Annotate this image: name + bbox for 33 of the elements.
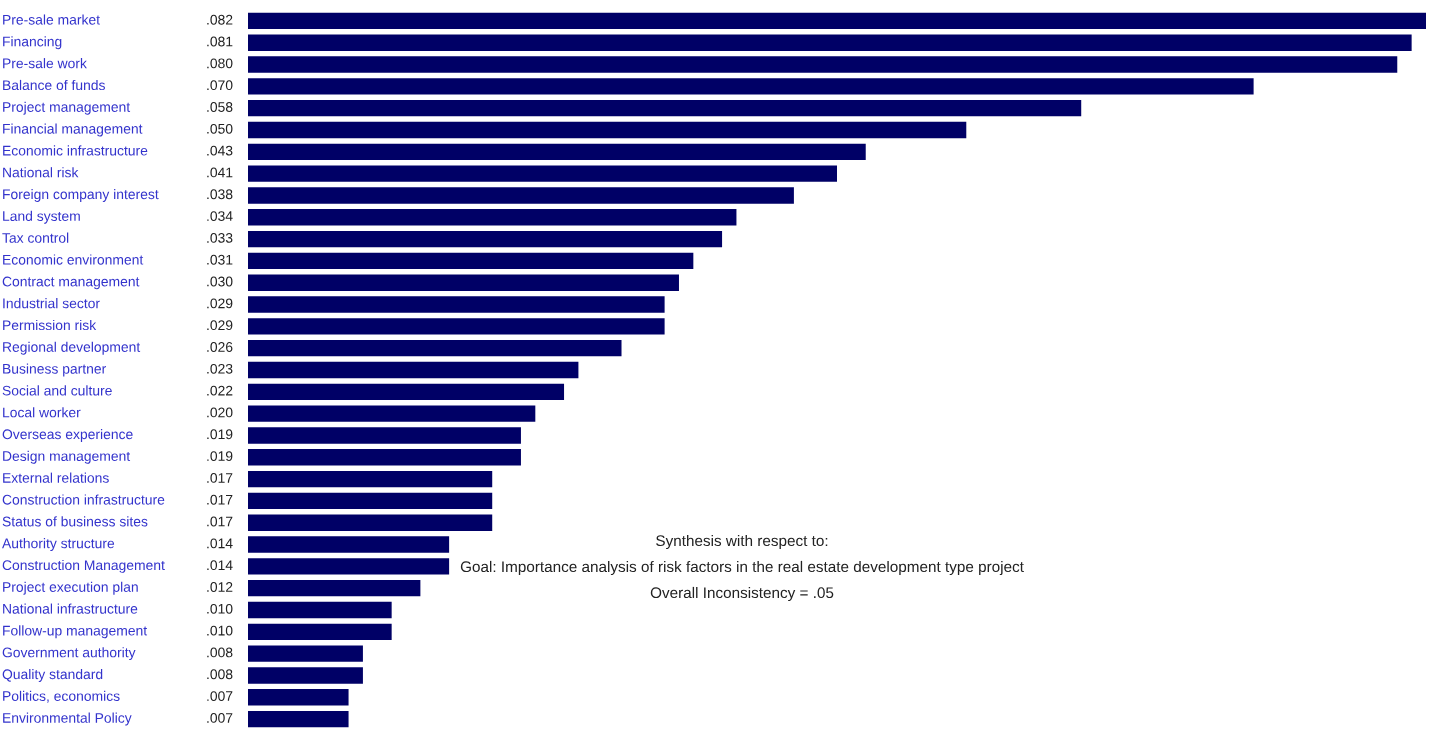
bar: [248, 623, 392, 640]
bar: [248, 667, 363, 684]
bar: [248, 340, 622, 357]
bar: [248, 296, 665, 313]
bar: [248, 383, 565, 400]
bar: [248, 230, 723, 248]
bar: [248, 361, 579, 379]
bar: [248, 689, 349, 706]
bar: [248, 12, 1426, 30]
bar: [248, 143, 866, 160]
bar: [248, 536, 450, 553]
bar: [248, 187, 794, 204]
bar: [248, 209, 737, 226]
bar: [248, 514, 493, 531]
bar: [248, 492, 493, 510]
bar: [248, 165, 837, 182]
bar: [248, 100, 1082, 117]
bar: [248, 558, 450, 575]
bar: [248, 252, 694, 270]
bar: [248, 121, 967, 139]
bar: [248, 645, 363, 662]
bar: [248, 580, 421, 597]
bar: [248, 78, 1254, 95]
bar: [248, 318, 665, 335]
bar: [248, 34, 1412, 51]
bar: [248, 405, 536, 422]
bar: [248, 449, 521, 466]
bar: [248, 710, 349, 728]
bar: [248, 274, 679, 291]
bar: [248, 601, 392, 619]
bar: [248, 427, 521, 444]
bar: [248, 56, 1398, 73]
bar: [248, 470, 493, 488]
